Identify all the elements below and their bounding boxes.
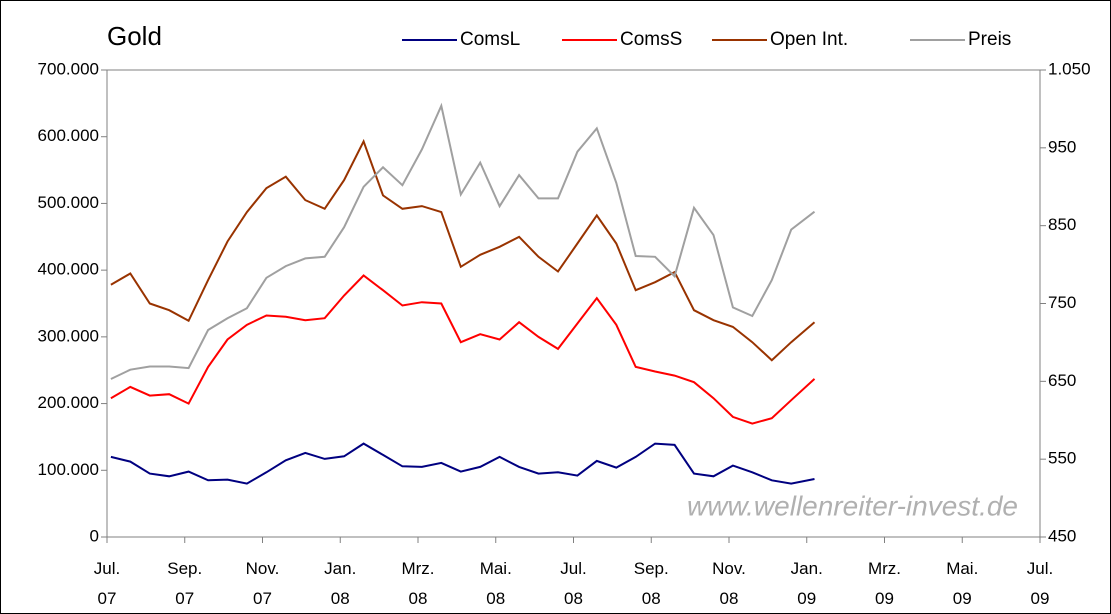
watermark: www.wellenreiter-invest.de — [687, 490, 1018, 521]
x-tick-label: Jul. 08 — [560, 559, 586, 608]
y-tick-label: 100.000 — [38, 460, 99, 479]
legend-label: Open Int. — [770, 29, 848, 50]
chart-title: Gold — [107, 21, 162, 51]
x-tick-label: Jan. 08 — [324, 559, 356, 608]
x-tick-label: Mai. 08 — [480, 559, 512, 608]
y-tick-label: 600.000 — [38, 126, 99, 145]
y2-tick-label: 1.050 — [1048, 59, 1091, 78]
x-tick-label: Nov. 07 — [246, 559, 280, 608]
x-tick-label: Sep. 07 — [167, 559, 202, 608]
y-tick-label: 700.000 — [38, 59, 99, 78]
y-tick-label: 300.000 — [38, 326, 99, 345]
y2-tick-label: 450 — [1048, 526, 1076, 545]
x-tick-label: Jul. 09 — [1027, 559, 1053, 608]
series-line — [110, 138, 816, 362]
x-tick-label: Mrz. 08 — [401, 559, 434, 608]
x-tick-label: Jan. 09 — [791, 559, 823, 608]
y2-tick-label: 750 — [1048, 293, 1076, 312]
x-tick-label: Mrz. 09 — [868, 559, 901, 608]
y2-tick-label: 950 — [1048, 137, 1076, 156]
legend-label: ComsL — [460, 29, 520, 50]
x-tick-label: Jul. 07 — [94, 559, 120, 608]
series-line — [110, 102, 816, 380]
y-tick-label: 200.000 — [38, 393, 99, 412]
y-tick-label: 400.000 — [38, 260, 99, 279]
y2-tick-label: 650 — [1048, 371, 1076, 390]
x-tick-label: Mai. 09 — [946, 559, 978, 608]
series-line — [110, 274, 816, 425]
legend-label: Preis — [968, 29, 1011, 50]
x-tick-label: Sep. 08 — [634, 559, 669, 608]
legend-label: ComsS — [620, 29, 682, 50]
y2-tick-label: 850 — [1048, 215, 1076, 234]
series-line — [110, 442, 815, 485]
y-tick-label: 500.000 — [38, 193, 99, 212]
x-tick-label: Nov. 08 — [712, 559, 746, 608]
y2-tick-label: 550 — [1048, 449, 1076, 468]
y-tick-label: 0 — [90, 526, 99, 545]
